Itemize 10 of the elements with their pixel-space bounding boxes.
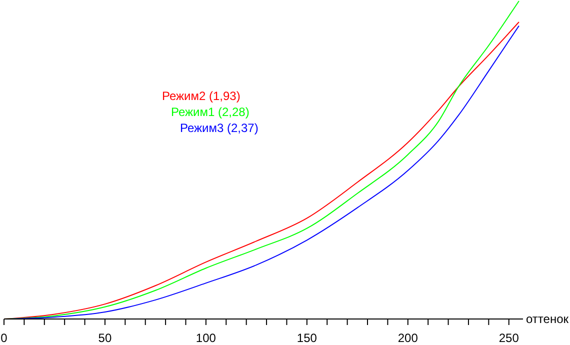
x-tick-label: 0	[0, 331, 8, 345]
x-tick-label: 100	[196, 331, 216, 345]
x-axis-title: оттенок	[526, 312, 570, 326]
x-tick-label: 200	[398, 331, 418, 345]
x-tick-label: 50	[98, 331, 112, 345]
text: Режим2 (1,93)	[162, 89, 240, 103]
x-tick-label: 150	[296, 331, 318, 345]
text: Режим1 (2,28)	[171, 105, 250, 119]
x-tick-label: 250	[498, 331, 520, 345]
text: Режим3 (2,37)	[180, 121, 258, 135]
